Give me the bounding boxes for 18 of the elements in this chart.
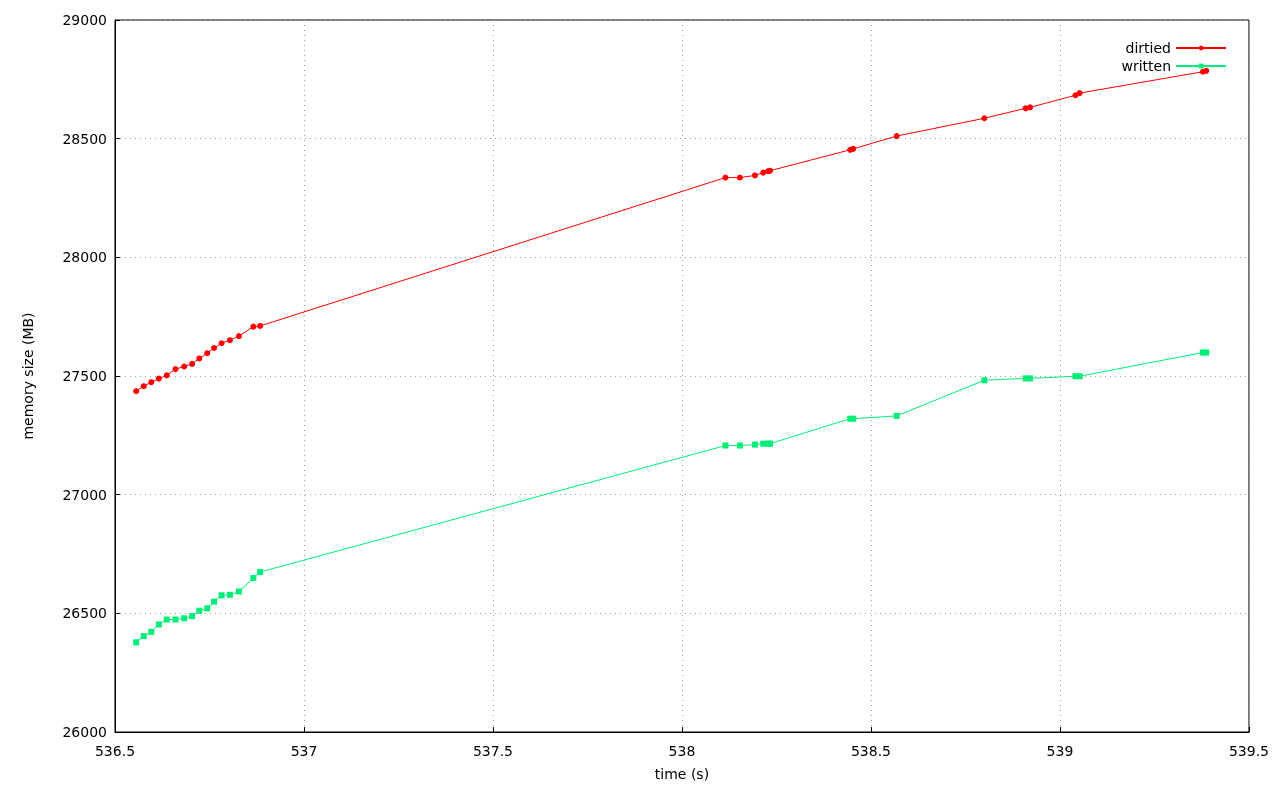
y-tick-label: 29000 [62,12,107,28]
y-axis-title: memory size (MB) [20,312,36,440]
legend-label: dirtied [1125,40,1171,56]
y-tick-label: 27500 [62,368,107,384]
x-tick-label: 537 [290,743,318,759]
x-tick-label: 539 [1046,743,1074,759]
x-tick-label: 539.5 [1228,743,1270,759]
y-tick-label: 26000 [62,724,107,740]
x-tick-label: 536.5 [94,743,136,759]
x-axis-title: time (s) [654,766,710,782]
x-tick-label: 538 [668,743,696,759]
y-tick-label: 27000 [62,486,107,503]
y-tick-label: 28500 [62,130,107,147]
x-tick-label: 537.5 [472,743,514,759]
y-tick-label: 28000 [62,249,107,266]
x-tick-label: 538.5 [850,743,892,759]
y-tick-label: 26500 [62,605,107,622]
legend-label: written [1121,58,1171,74]
